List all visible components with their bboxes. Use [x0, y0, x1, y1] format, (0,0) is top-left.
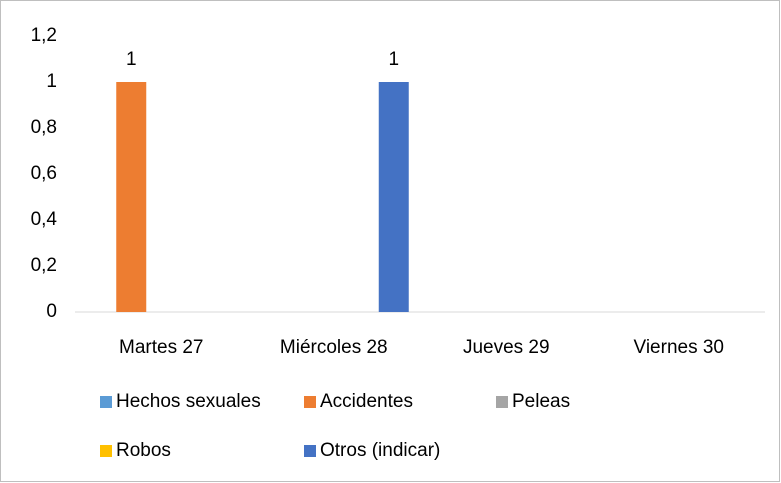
y-tick-label: 1 — [46, 71, 57, 92]
legend-label: Accidentes — [320, 391, 413, 412]
y-tick-label: 0,2 — [31, 255, 57, 276]
y-tick-label: 0 — [46, 301, 57, 322]
data-label: 1 — [388, 49, 399, 70]
legend-swatch — [496, 396, 508, 408]
y-tick-label: 1,2 — [31, 25, 57, 46]
legend-swatch — [100, 396, 112, 408]
y-tick-label: 0,6 — [31, 163, 57, 184]
x-tick-label: Viernes 30 — [634, 337, 725, 358]
data-label: 1 — [126, 49, 137, 70]
legend-swatch — [304, 445, 316, 457]
legend-label: Otros (indicar) — [320, 440, 440, 461]
bar — [378, 82, 409, 312]
legend-label: Robos — [116, 440, 171, 461]
y-tick-label: 0,8 — [31, 117, 57, 138]
legend-label: Peleas — [512, 391, 570, 412]
y-tick-label: 0,4 — [31, 209, 58, 230]
legend-swatch — [100, 445, 112, 457]
x-tick-label: Miércoles 28 — [280, 337, 388, 358]
x-tick-label: Jueves 29 — [463, 337, 550, 358]
legend-swatch — [304, 396, 316, 408]
bar — [116, 82, 147, 312]
x-tick-label: Martes 27 — [119, 337, 203, 358]
legend-label: Hechos sexuales — [116, 391, 261, 412]
